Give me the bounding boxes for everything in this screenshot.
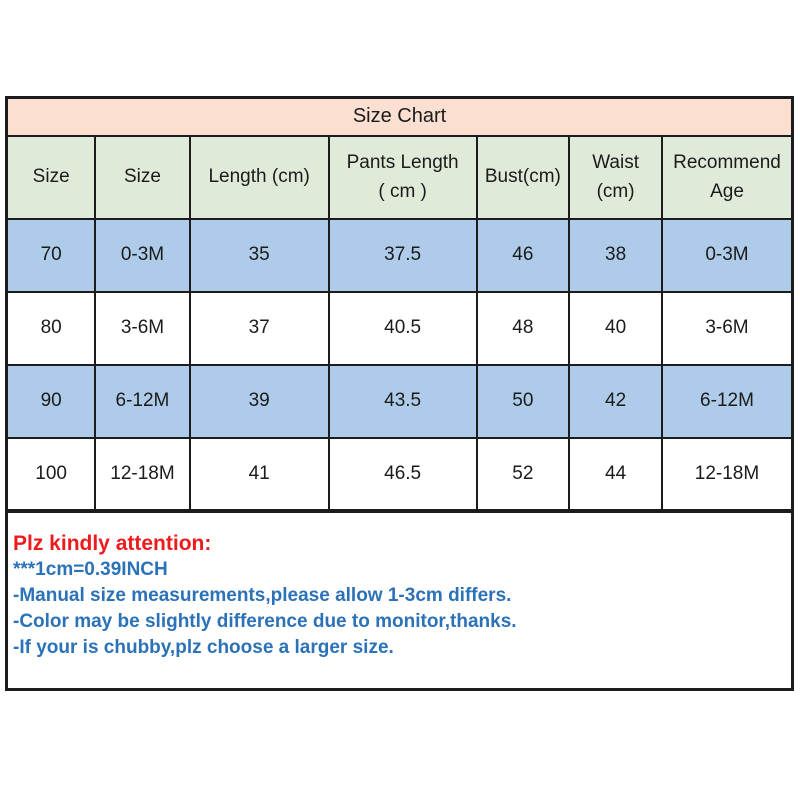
table-cell: 80 [5, 290, 97, 366]
table-cell: 40 [568, 290, 663, 366]
note-manual-measurement: -Manual size measurements,please allow 1… [13, 585, 512, 606]
table-cell: 12-18M [94, 436, 191, 512]
table-cell: 37 [188, 290, 330, 366]
table-cell: 46 [475, 217, 571, 293]
table-cell: 12-18M [660, 436, 794, 512]
table-cell: 46.5 [327, 436, 478, 512]
size-chart-table: Size Chart Size Size Length (cm) Pants L… [5, 96, 794, 512]
column-header-length: Length (cm) [188, 134, 330, 220]
table-title-row: Size Chart [5, 96, 794, 137]
notes-box: Plz kindly attention: ***1cm=0.39INCH -M… [5, 510, 794, 691]
table-cell: 70 [5, 217, 97, 293]
table-cell: 38 [568, 217, 663, 293]
table-cell: 50 [475, 363, 571, 439]
table-cell: 41 [188, 436, 330, 512]
column-header-bust: Bust(cm) [475, 134, 571, 220]
table-cell: 44 [568, 436, 663, 512]
table-cell: 52 [475, 436, 571, 512]
table-title: Size Chart [5, 96, 794, 137]
column-header-size-2: Size [94, 134, 191, 220]
column-header-recommend-age: Recommend Age [660, 134, 794, 220]
note-color-difference: -Color may be slightly difference due to… [13, 611, 517, 632]
size-chart-container: Size Chart Size Size Length (cm) Pants L… [5, 96, 794, 691]
table-cell: 37.5 [327, 217, 478, 293]
table-cell: 35 [188, 217, 330, 293]
table-cell: 3-6M [660, 290, 794, 366]
note-cm-inch-conversion: ***1cm=0.39INCH [13, 559, 168, 580]
table-cell: 42 [568, 363, 663, 439]
table-row-size-100: 100 12-18M 41 46.5 52 44 12-18M [5, 436, 794, 512]
table-header-row: Size Size Length (cm) Pants Length ( cm … [5, 134, 794, 220]
table-cell: 40.5 [327, 290, 478, 366]
table-cell: 0-3M [94, 217, 191, 293]
attention-heading: Plz kindly attention: [13, 532, 212, 555]
column-header-size-1: Size [5, 134, 97, 220]
column-header-waist: Waist (cm) [568, 134, 663, 220]
table-cell: 100 [5, 436, 97, 512]
table-cell: 6-12M [660, 363, 794, 439]
note-chubby-size-up: -If your is chubby,plz choose a larger s… [13, 637, 394, 658]
table-row-size-80: 80 3-6M 37 40.5 48 40 3-6M [5, 290, 794, 366]
table-cell: 43.5 [327, 363, 478, 439]
table-cell: 6-12M [94, 363, 191, 439]
table-cell: 3-6M [94, 290, 191, 366]
table-row-size-90: 90 6-12M 39 43.5 50 42 6-12M [5, 363, 794, 439]
table-cell: 0-3M [660, 217, 794, 293]
column-header-pants-length: Pants Length ( cm ) [327, 134, 478, 220]
table-cell: 90 [5, 363, 97, 439]
table-cell: 39 [188, 363, 330, 439]
table-cell: 48 [475, 290, 571, 366]
table-row-size-70: 70 0-3M 35 37.5 46 38 0-3M [5, 217, 794, 293]
